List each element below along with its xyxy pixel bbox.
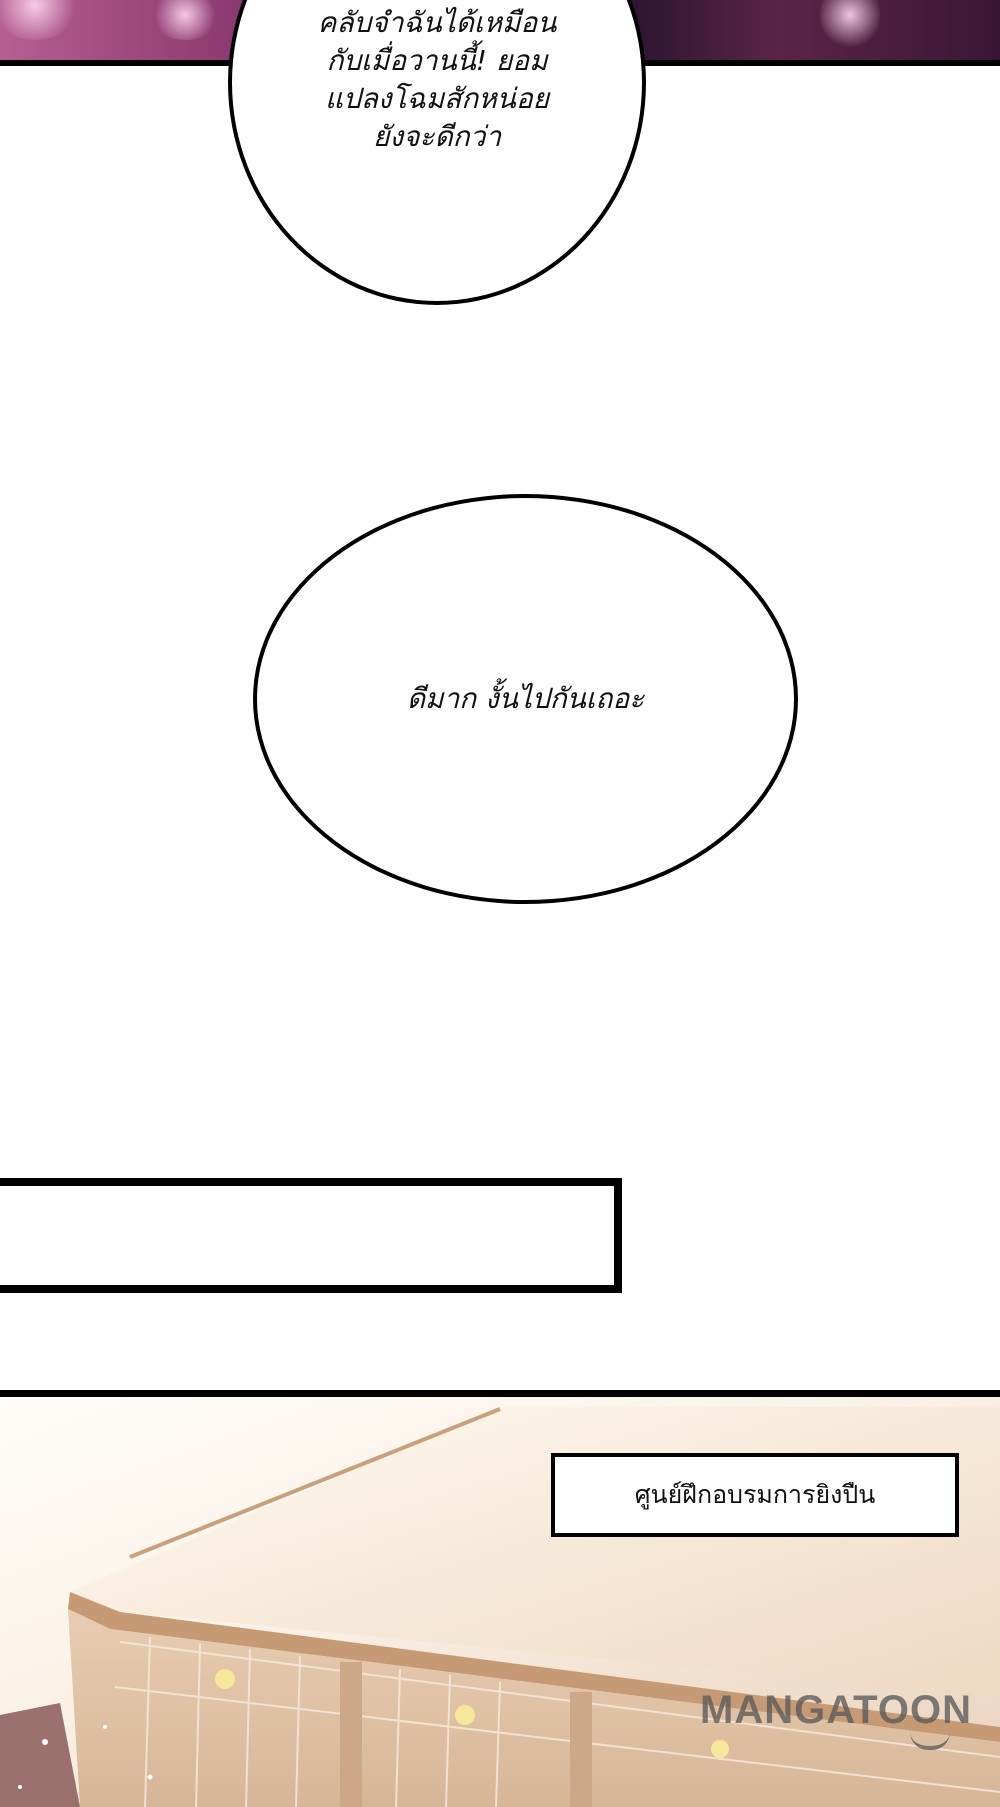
bubble-line: คลับจำฉันได้เหมือน xyxy=(317,6,557,39)
speech-bubble-text: คลับจำฉันได้เหมือน กับเมื่อวานนี้! ยอม แ… xyxy=(232,4,642,156)
speech-bubble-text: ดีมาก งั้นไปกันเถอะ xyxy=(406,682,645,715)
bubble-line: กับเมื่อวานนี้! ยอม xyxy=(326,44,548,77)
foreground-shadow xyxy=(0,1703,80,1807)
pink-glow xyxy=(820,0,880,50)
watermark-smile-icon xyxy=(910,1732,950,1750)
watermark-text: MANGATOON xyxy=(700,1688,972,1732)
building-wall xyxy=(68,1609,1000,1807)
bottom-comic-panel xyxy=(0,1390,1000,1807)
pink-glow xyxy=(150,0,220,40)
speech-bubble-middle: ดีมาก งั้นไปกันเถอะ xyxy=(253,494,798,904)
bubble-line: แปลงโฉมสักหน่อย xyxy=(324,82,550,115)
building-roof-edge xyxy=(68,1592,1000,1742)
location-caption: ศูนย์ฝึกอบรมการยิงปืน xyxy=(551,1453,959,1537)
bubble-line: ยังจะดีกว่า xyxy=(372,120,502,153)
pink-glow xyxy=(0,0,80,40)
caption-box xyxy=(0,1178,622,1293)
mangatoon-watermark: MANGATOON xyxy=(700,1688,972,1750)
speech-bubble-top: คลับจำฉันได้เหมือน กับเมื่อวานนี้! ยอม แ… xyxy=(228,0,646,305)
